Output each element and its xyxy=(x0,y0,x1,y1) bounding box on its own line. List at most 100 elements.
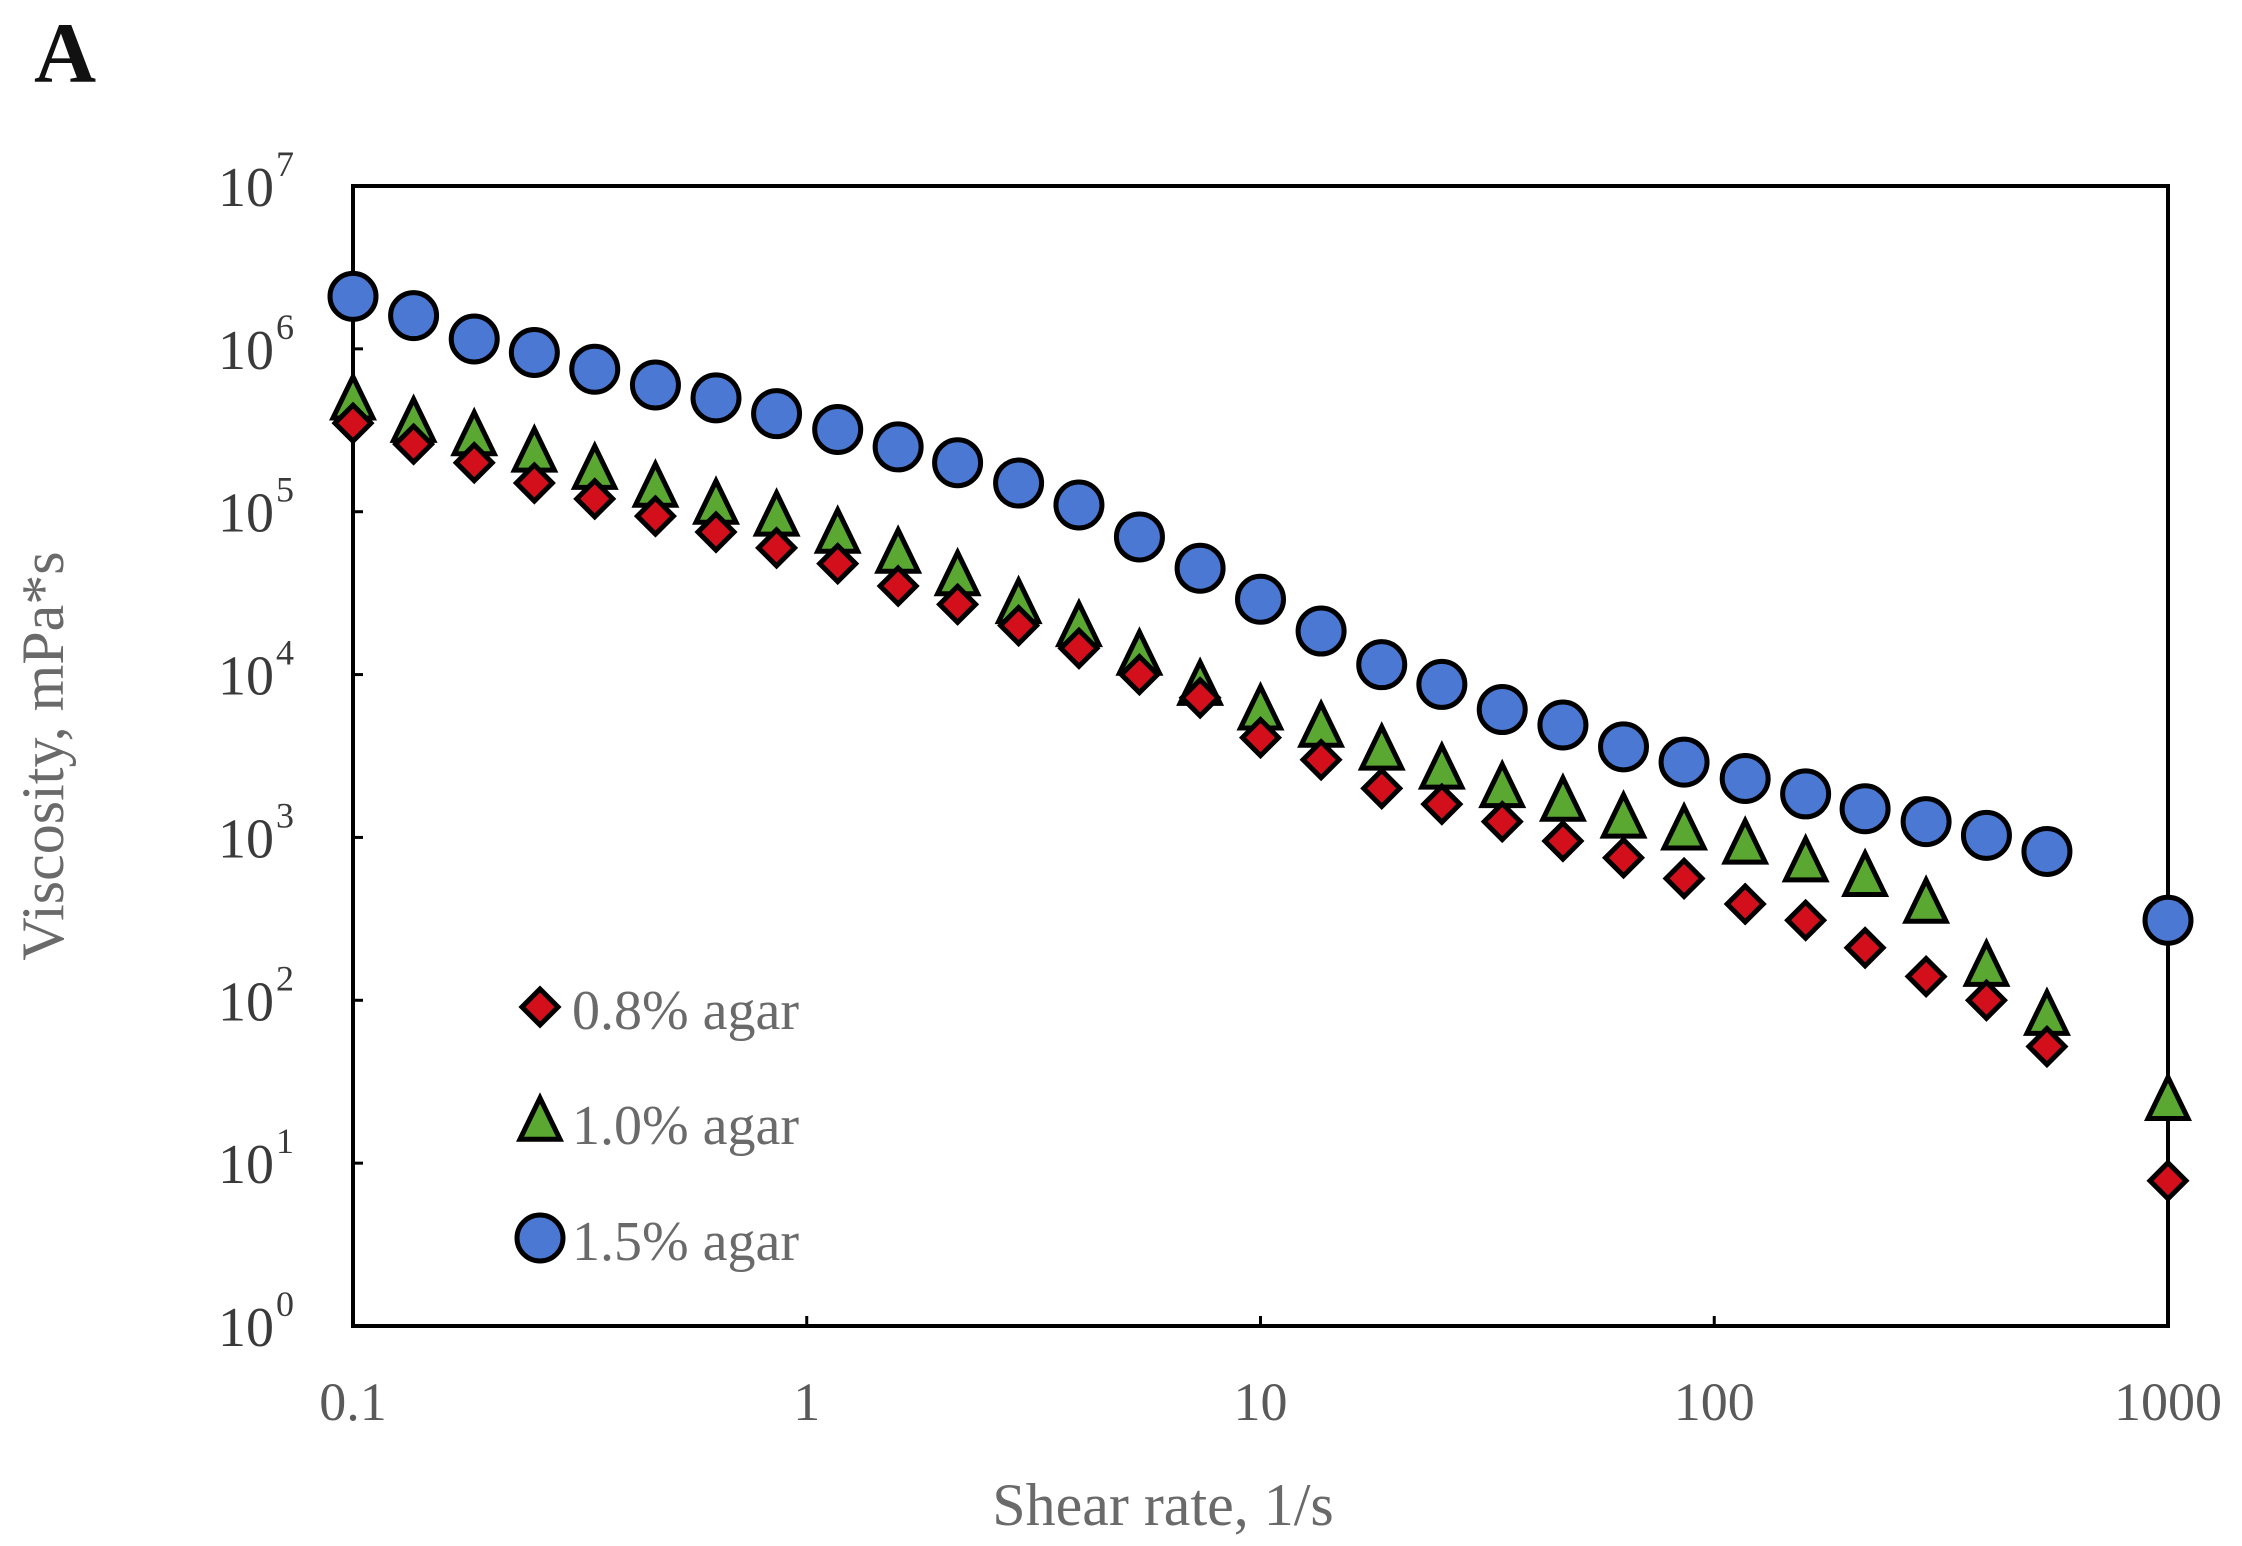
y-tick-label: 10 xyxy=(218,971,274,1033)
y-axis-title: Viscosity, mPa*s xyxy=(10,551,76,960)
data-point-diamond xyxy=(1601,836,1646,880)
data-point-diamond xyxy=(997,604,1041,648)
x-tick-label: 100 xyxy=(1674,1372,1755,1432)
data-point-diamond xyxy=(1420,782,1464,826)
data-point-diamond xyxy=(1480,800,1524,844)
data-point-circle xyxy=(1416,658,1468,710)
data-point-circle xyxy=(327,270,379,322)
data-point-triangle xyxy=(1902,874,1951,924)
data-point-diamond xyxy=(2146,1159,2190,1203)
data-point-circle xyxy=(388,290,440,342)
data-point-triangle xyxy=(1660,800,1709,851)
data-point-circle xyxy=(1235,573,1286,625)
data-point-circle xyxy=(2021,825,2073,877)
data-point-circle xyxy=(1719,753,1771,805)
data-point-circle xyxy=(1780,768,1832,820)
data-point-triangle xyxy=(1478,758,1527,809)
y-tick-label: 10 xyxy=(218,1297,274,1359)
data-point-circle xyxy=(629,359,681,411)
panel-label: A xyxy=(34,5,97,101)
data-point-diamond xyxy=(633,494,677,538)
data-point-diamond xyxy=(452,441,496,485)
data-point-diamond xyxy=(2025,1025,2069,1069)
plot-area-frame xyxy=(351,184,2170,1328)
series-circle xyxy=(327,270,2194,946)
data-point-circle xyxy=(569,343,621,395)
data-point-triangle xyxy=(1599,789,1648,839)
data-point-diamond xyxy=(1238,716,1283,760)
data-point-triangle xyxy=(1538,772,1587,822)
data-point-triangle xyxy=(1417,740,1466,790)
x-tick-label: 1 xyxy=(793,1372,820,1432)
series-diamond xyxy=(331,401,2190,1203)
legend-marker-diamond xyxy=(518,985,562,1029)
legend-marker-circle xyxy=(514,1212,566,1264)
data-point-diamond xyxy=(1662,856,1706,900)
data-point-diamond xyxy=(1723,882,1767,926)
data-point-triangle xyxy=(1962,937,2011,987)
data-point-circle xyxy=(1839,783,1891,835)
data-point-circle xyxy=(1053,479,1105,531)
y-tick-label: 10 xyxy=(218,483,274,545)
data-point-triangle xyxy=(1841,847,1890,897)
data-point-triangle xyxy=(1357,721,1406,771)
data-point-circle xyxy=(508,326,560,378)
y-tick-exponent: 6 xyxy=(276,307,294,347)
data-point-circle xyxy=(2142,894,2194,946)
data-point-circle xyxy=(751,388,803,440)
legend-label: 1.0% agar xyxy=(572,1095,799,1157)
data-point-diamond xyxy=(1964,978,2008,1022)
data-point-circle xyxy=(812,403,864,455)
data-point-diamond xyxy=(573,477,617,521)
data-point-circle xyxy=(993,457,1045,509)
data-point-circle xyxy=(1476,684,1528,736)
data-point-circle xyxy=(872,421,924,473)
y-tick-label: 10 xyxy=(218,157,274,219)
x-axis-ticks: 0.1 1 10 100 1000 xyxy=(319,1316,2222,1432)
y-tick-exponent: 2 xyxy=(276,958,294,998)
data-point-circle xyxy=(1900,796,1952,848)
legend-label: 1.5% agar xyxy=(572,1211,799,1273)
data-point-circle xyxy=(1356,639,1408,691)
data-point-triangle xyxy=(1781,832,1830,883)
data-series xyxy=(327,270,2194,1203)
data-point-diamond xyxy=(1784,898,1828,942)
data-point-diamond xyxy=(1843,926,1887,970)
x-tick-label: 1000 xyxy=(2114,1372,2222,1432)
data-point-diamond xyxy=(1117,653,1161,697)
data-point-diamond xyxy=(876,564,920,608)
data-point-diamond xyxy=(331,401,375,445)
data-point-circle xyxy=(1598,721,1650,773)
y-tick-exponent: 0 xyxy=(276,1284,294,1324)
data-point-triangle xyxy=(2144,1071,2192,1122)
data-point-diamond xyxy=(512,461,556,505)
y-tick-label: 10 xyxy=(218,646,274,708)
y-tick-label: 10 xyxy=(218,808,274,870)
data-point-triangle xyxy=(1721,815,1770,865)
y-tick-exponent: 7 xyxy=(276,144,294,184)
data-point-diamond xyxy=(1360,766,1404,810)
data-point-diamond xyxy=(694,510,738,554)
x-tick-label: 0.1 xyxy=(319,1372,387,1432)
data-point-diamond xyxy=(1904,954,1948,999)
y-tick-exponent: 4 xyxy=(276,633,294,673)
data-point-circle xyxy=(1295,605,1347,657)
data-point-diamond xyxy=(1541,819,1585,863)
data-point-diamond xyxy=(1057,626,1101,670)
legend-marker-triangle xyxy=(516,1092,564,1142)
legend-label: 0.8% agar xyxy=(572,980,799,1042)
legend: 0.8% agar 1.0% agar 1.5% agar xyxy=(514,980,799,1273)
y-tick-exponent: 3 xyxy=(276,795,294,835)
y-tick-exponent: 1 xyxy=(276,1121,294,1161)
y-tick-label: 10 xyxy=(218,320,274,382)
data-point-diamond xyxy=(816,542,860,586)
x-axis-title: Shear rate, 1/s xyxy=(992,1472,1334,1538)
x-tick-label: 10 xyxy=(1234,1372,1288,1432)
data-point-circle xyxy=(1537,699,1589,751)
data-point-diamond xyxy=(1178,676,1222,720)
data-point-circle xyxy=(932,437,984,489)
data-point-diamond xyxy=(392,422,436,466)
data-point-circle xyxy=(1174,542,1226,594)
